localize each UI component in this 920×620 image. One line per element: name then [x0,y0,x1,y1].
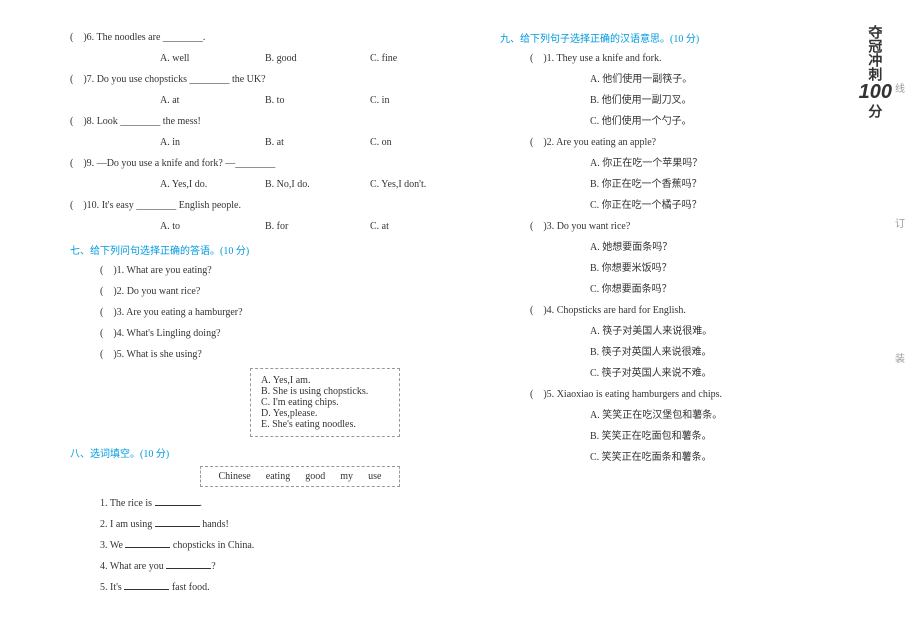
match-q4: ( )4. What's Lingling doing? [70,326,470,341]
ans-c: C. I'm eating chips. [261,397,389,408]
logo-unit: 分 [867,104,883,118]
section-7-title: 七、给下列问句选择正确的答语。(10 分) [70,242,470,257]
options-7: A. atB. toC. in [70,93,470,108]
word-box: Chinese eating good my use [200,466,400,487]
left-column: ( )6. The noodles are ________. A. wellB… [70,30,470,600]
question-10: ( )10. It's easy ________ English people… [70,198,470,213]
ans-d: D. Yes,please. [261,408,389,419]
trans-q5: ( )5. Xiaoxiao is eating hamburgers and … [500,387,880,402]
trans-c: C. 他们使用一个勺子。 [500,114,880,129]
trans-b: B. 他们使用一副刀叉。 [500,93,880,108]
qtext: The noodles are ________. [97,32,206,43]
answer-box: A. Yes,I am. B. She is using chopsticks.… [250,368,400,437]
options-9: A. Yes,I do.B. No,I do.C. Yes,I don't. [70,177,470,192]
trans-a: A. 他们使用一副筷子。 [500,72,880,87]
section-8-title: 八、选词填空。(10 分) [70,445,470,460]
mark-bind: 订 [895,215,905,230]
right-column: 九、给下列句子选择正确的汉语意思。(10 分) ( )1. They use a… [500,30,880,600]
match-q1: ( )1. What are you eating? [70,263,470,278]
ans-a: A. Yes,I am. [261,375,389,386]
opt-a: A. well [160,51,265,66]
binding-marks: 线 订 装 [895,80,905,485]
mark-staple: 装 [895,350,905,365]
options-8: A. inB. atC. on [70,135,470,150]
question-6: ( )6. The noodles are ________. [70,30,470,45]
fill-3: 3. We chopsticks in China. [70,537,470,551]
fill-2: 2. I am using hands! [70,516,470,530]
fill-4: 4. What are you ? [70,558,470,572]
options-10: A. toB. forC. at [70,219,470,234]
fill-1: 1. The rice is . [70,495,470,509]
opt-b: B. good [265,51,370,66]
question-7: ( )7. Do you use chopsticks ________ the… [70,72,470,87]
qnum: )6. [83,32,94,43]
trans-q3: ( )3. Do you want rice? [500,219,880,234]
logo-num: 100 [859,81,892,104]
question-8: ( )8. Look ________ the mess! [70,114,470,129]
question-9: ( )9. —Do you use a knife and fork? —___… [70,156,470,171]
trans-q2: ( )2. Are you eating an apple? [500,135,880,150]
logo: 夺冠冲刺100分 [859,25,892,118]
match-q3: ( )3. Are you eating a hamburger? [70,305,470,320]
match-q2: ( )2. Do you want rice? [70,284,470,299]
ans-b: B. She is using chopsticks. [261,386,389,397]
opt-c: C. fine [370,51,475,66]
match-q5: ( )5. What is she using? [70,347,470,362]
ans-e: E. She's eating noodles. [261,419,389,430]
blank [155,495,200,506]
trans-q4: ( )4. Chopsticks are hard for English. [500,303,880,318]
trans-q1: ( )1. They use a knife and fork. [500,51,880,66]
mark-line: 线 [895,80,905,95]
section-9-title: 九、给下列句子选择正确的汉语意思。(10 分) [500,30,880,45]
logo-text: 夺冠冲刺 [867,25,883,81]
options-6: A. wellB. goodC. fine [70,51,470,66]
fill-5: 5. It's fast food. [70,579,470,593]
paren: ( [70,32,73,43]
